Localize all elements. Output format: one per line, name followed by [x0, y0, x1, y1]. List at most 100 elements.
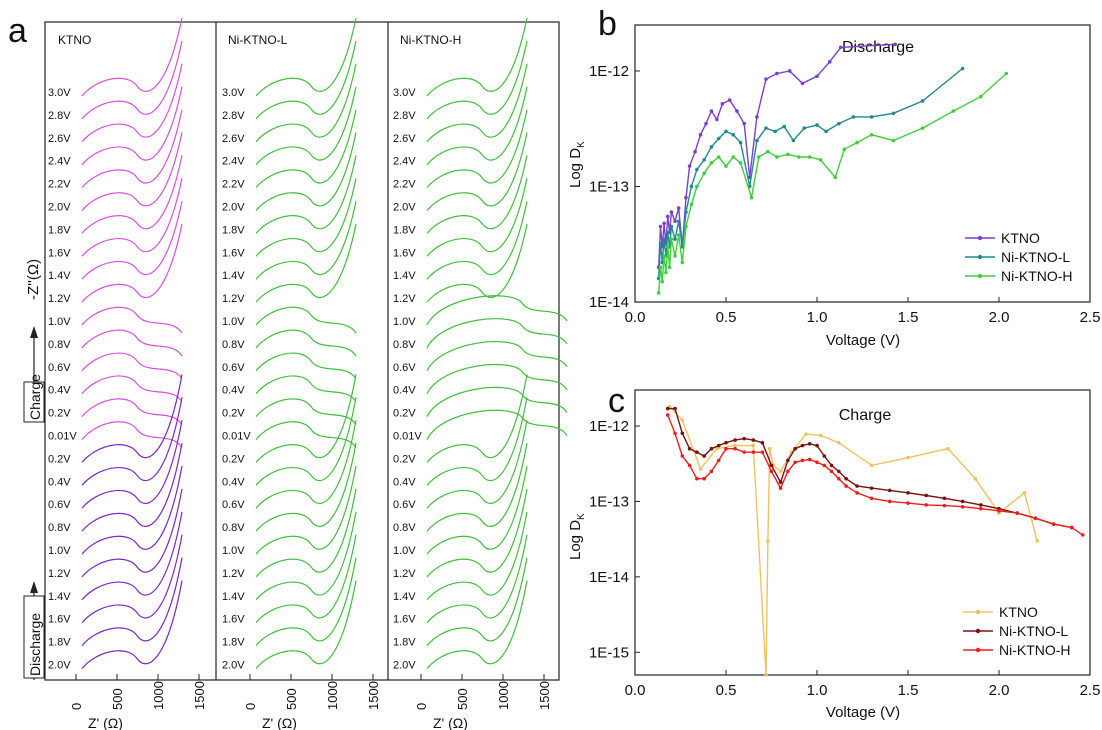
nyquist-curve	[81, 352, 183, 380]
nyquist-curve	[255, 155, 357, 234]
data-point	[665, 413, 670, 417]
panel-c-x-axis-label: Voltage (V)	[826, 704, 900, 721]
data-point	[851, 115, 856, 119]
x-tick-label: 500	[284, 688, 299, 710]
data-point	[680, 418, 685, 422]
nyquist-curve	[81, 488, 183, 578]
voltage-label: 0.2V	[222, 408, 245, 420]
data-point	[855, 140, 859, 145]
data-point	[891, 111, 896, 116]
y-tick-label: 1E-15	[589, 644, 629, 661]
data-point	[844, 476, 848, 481]
data-point	[733, 438, 737, 442]
nyquist-curve	[255, 132, 357, 211]
voltage-label: 0.6V	[393, 362, 416, 374]
nyquist-curve	[426, 223, 528, 303]
voltage-label: 1.2V	[393, 568, 416, 580]
data-point	[837, 476, 841, 481]
nyquist-curve	[81, 86, 183, 166]
data-point	[797, 155, 801, 159]
data-point	[888, 488, 892, 493]
data-point	[906, 455, 910, 460]
data-point	[695, 184, 699, 189]
voltage-label: 2.0V	[222, 660, 245, 672]
data-point	[673, 254, 677, 258]
data-point	[689, 184, 694, 189]
data-point	[662, 237, 666, 241]
data-point	[676, 233, 681, 237]
data-point	[855, 484, 859, 488]
voltage-label: 0.01V	[393, 431, 422, 443]
data-point	[782, 124, 787, 129]
data-point	[724, 164, 728, 168]
data-point	[786, 458, 790, 463]
nyquist-curve	[255, 580, 357, 669]
data-point	[716, 136, 721, 141]
voltage-label: 0.01V	[222, 431, 251, 443]
data-point	[667, 265, 672, 270]
legend-label: Ni-KTNO-L	[999, 623, 1068, 639]
data-point	[818, 433, 823, 438]
panel-c-frame	[634, 389, 1091, 676]
nyquist-curve	[426, 178, 528, 257]
data-point	[760, 440, 765, 445]
data-point	[1033, 516, 1038, 520]
data-point	[738, 161, 743, 165]
voltage-label: 2.6V	[48, 133, 71, 145]
voltage-label: 2.6V	[222, 133, 245, 145]
nyquist-curve	[426, 318, 568, 349]
data-point	[756, 155, 761, 159]
data-point	[1080, 533, 1085, 537]
voltage-label: 1.0V	[222, 545, 245, 557]
series-line-2	[658, 72, 1007, 293]
charge-label: Charge	[27, 374, 43, 420]
data-point	[755, 115, 759, 119]
data-point	[673, 237, 677, 241]
column-title-ni-ktno-l: Ni-KTNO-L	[228, 33, 288, 47]
voltage-label: 2.0V	[393, 660, 416, 672]
x-tick-label: 2.0	[989, 682, 1010, 699]
x-tick-label: 2.5	[1080, 682, 1101, 699]
data-point	[669, 224, 674, 229]
data-point	[693, 149, 697, 154]
nyquist-curve	[81, 511, 183, 601]
data-point	[891, 138, 896, 143]
nyquist-curve	[81, 374, 183, 463]
voltage-label: 1.6V	[48, 247, 71, 259]
voltage-label: 1.8V	[393, 637, 416, 649]
data-point	[960, 499, 965, 504]
data-point	[829, 463, 834, 468]
data-point	[698, 467, 703, 471]
voltage-label: 2.6V	[393, 133, 416, 145]
data-point	[665, 406, 670, 411]
voltage-label: 0.8V	[48, 339, 71, 351]
voltage-label: 0.2V	[48, 408, 71, 420]
data-point	[827, 60, 832, 64]
data-point	[656, 291, 661, 295]
data-point	[1022, 491, 1027, 495]
voltage-label: 0.2V	[222, 453, 245, 465]
x-tick-label: 1000	[151, 681, 166, 710]
data-point	[716, 458, 721, 463]
data-point	[786, 469, 790, 474]
legend-marker	[977, 254, 983, 260]
x-tick-label: 1.5	[898, 682, 919, 699]
nyquist-curve	[255, 178, 357, 257]
nyquist-curve	[255, 488, 357, 578]
nyquist-curve	[255, 534, 357, 624]
data-point	[742, 436, 746, 441]
nyquist-curve	[255, 329, 357, 357]
voltage-label: 0.8V	[48, 522, 71, 534]
data-point	[709, 109, 714, 113]
nyquist-curve	[255, 375, 357, 403]
nyquist-curve	[426, 109, 528, 188]
voltage-label: 0.8V	[222, 339, 245, 351]
data-point	[837, 121, 841, 126]
data-point	[767, 446, 772, 451]
data-point	[698, 133, 703, 137]
nyquist-curve	[81, 557, 183, 646]
nyquist-curve	[426, 86, 528, 166]
nyquist-curve	[426, 386, 568, 417]
voltage-label: 1.0V	[222, 316, 245, 328]
